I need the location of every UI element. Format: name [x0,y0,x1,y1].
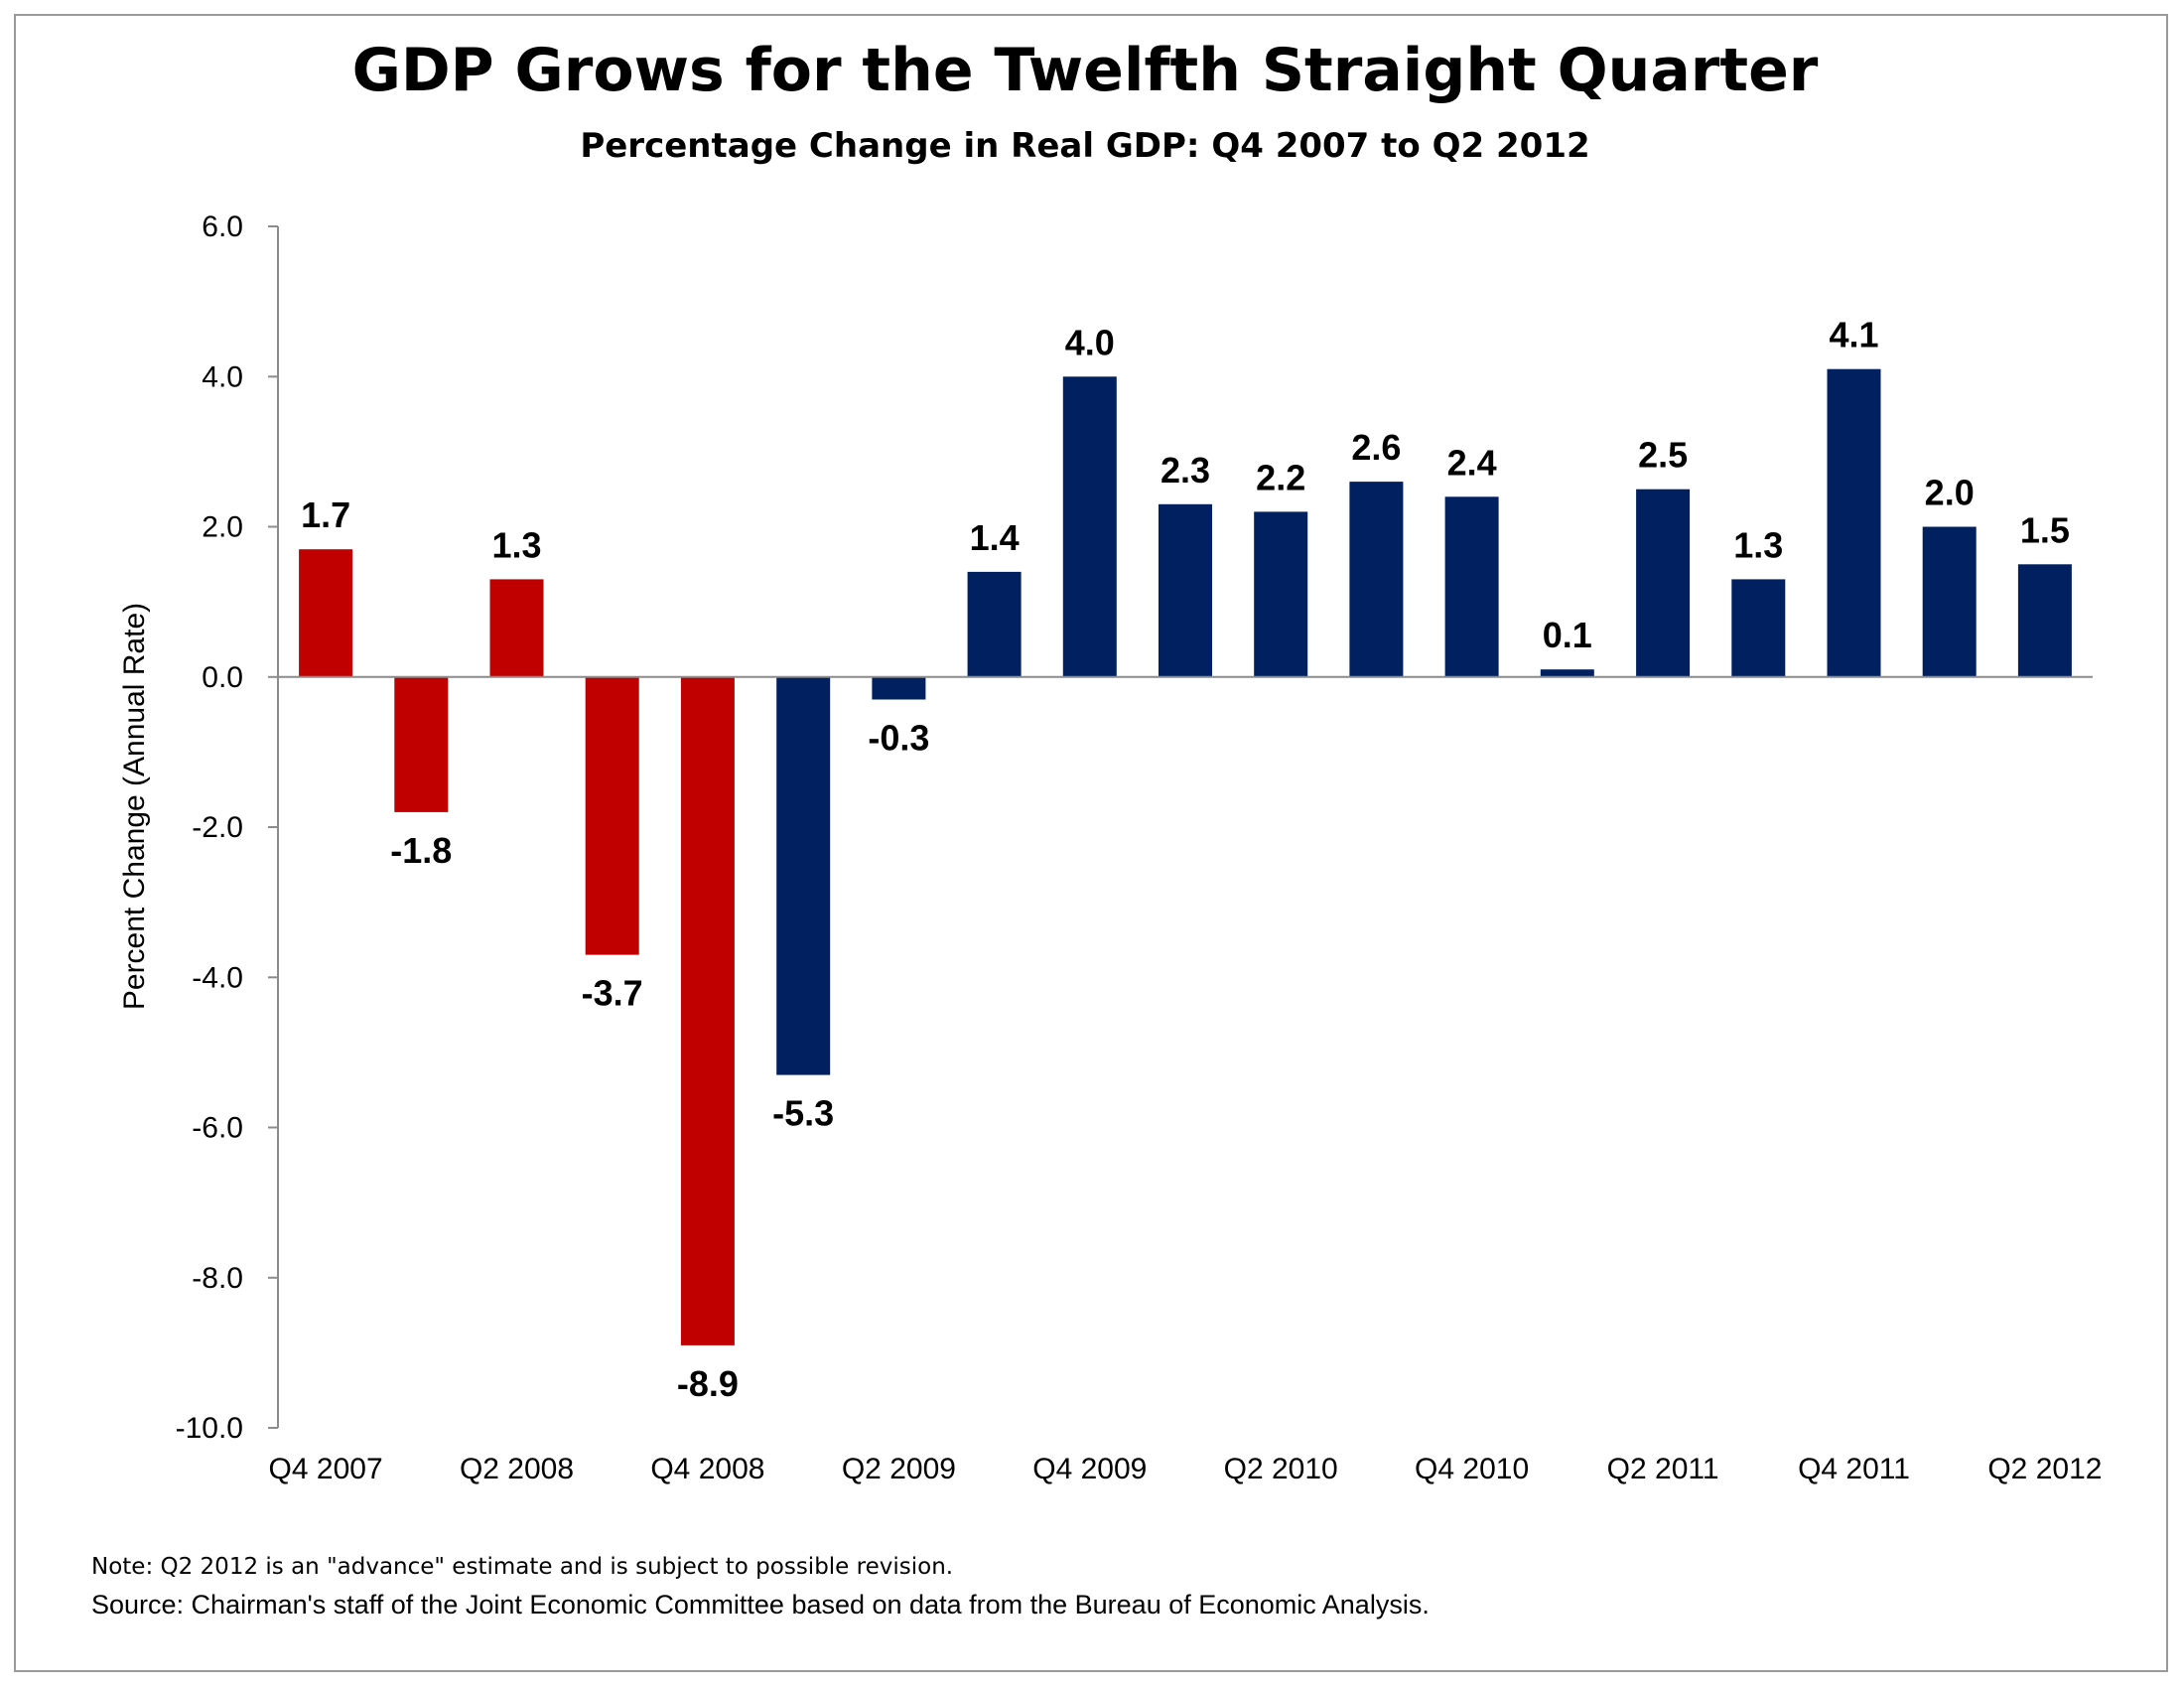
x-tick-label: Q2 2011 [1607,1453,1719,1485]
data-label: -3.7 [582,973,643,1014]
x-tick-label: Q4 2010 [1415,1453,1529,1485]
x-tick-label: Q4 2011 [1798,1453,1910,1485]
y-tick-label: 4.0 [202,360,243,393]
data-label: 2.2 [1256,457,1305,497]
data-label: 1.4 [970,517,1020,558]
data-label: 1.3 [491,524,541,565]
bar-q1-2009 [776,676,831,1075]
y-tick-label: -2.0 [192,811,243,844]
data-label: 4.0 [1065,322,1115,362]
x-tick-label: Q4 2007 [269,1453,383,1485]
data-label: -5.3 [772,1093,834,1134]
x-tick-label: Q4 2009 [1032,1453,1147,1485]
bars-layer [299,368,2072,1345]
y-tick-label: 0.0 [202,661,243,694]
bar-q2-2008 [489,579,544,677]
bar-q4-2009 [1062,376,1117,677]
data-label: 2.6 [1351,427,1401,468]
x-tick-label: Q2 2008 [460,1453,574,1485]
chart-frame [14,14,2168,1672]
bar-q2-2011 [1636,489,1691,677]
y-tick-label: -4.0 [192,961,243,994]
data-label: 1.5 [2020,509,2070,550]
y-tick-label: -8.0 [192,1262,243,1295]
chart-subtitle: Percentage Change in Real GDP: Q4 2007 t… [580,126,1589,166]
bar-q3-2010 [1349,482,1404,677]
data-label: -0.3 [868,717,929,758]
bar-q1-2011 [1540,669,1594,677]
y-tick-label: -6.0 [192,1112,243,1145]
bar-q4-2007 [299,549,353,677]
x-labels-layer: Q4 2007 Q2 2008 Q4 2008 Q2 2009 Q4 2009 Q2 20… [269,1453,2103,1485]
chart-title: GDP Grows for the Twelfth Straight Quart… [352,36,1819,105]
y-axis-title: Percent Change (Annual Rate) [118,603,151,1010]
x-tick-label: Q2 2009 [842,1453,956,1485]
bar-q2-2012 [2017,564,2072,677]
bar-q1-2010 [1159,503,1212,677]
x-tick-label: Q4 2008 [650,1453,764,1485]
bar-q1-2012 [1922,526,1977,677]
bar-q4-2010 [1444,496,1499,677]
data-label: 2.3 [1160,450,1210,491]
bar-q4-2011 [1827,368,1881,677]
data-label: 2.0 [1925,473,1975,513]
data-label: 0.1 [1543,615,1592,655]
source-note: Source: Chairman's staff of the Joint Ec… [91,1590,1430,1619]
data-label: 2.5 [1638,435,1688,476]
data-label: -8.9 [677,1363,739,1404]
data-label: 1.3 [1733,524,1783,565]
data-label: -1.8 [390,830,452,871]
bar-q2-2009 [872,676,926,700]
data-label: 1.7 [301,494,350,535]
footnote: Note: Q2 2012 is an "advance" estimate a… [91,1554,953,1580]
bar-q2-2010 [1254,511,1308,677]
y-tick-label: 2.0 [202,511,243,544]
bar-q4-2008 [680,676,735,1345]
data-labels-layer: 1.7 -1.8 1.3 -3.7 -8.9 -5.3 -0.3 1.4 4.0 2.3 2.2 2.… [301,315,2070,1404]
x-tick-label: Q2 2012 [1987,1453,2102,1485]
bar-q3-2009 [967,571,1022,677]
y-ticks-layer: 6.0 4.0 2.0 0.0 -2.0 -4.0 -6.0 -8.0 -10.0 [176,211,278,1445]
y-tick-label: -10.0 [176,1412,243,1445]
bar-q3-2008 [585,676,639,955]
axes-layer [277,226,2093,1428]
y-tick-label: 6.0 [202,211,243,243]
x-tick-label: Q2 2010 [1224,1453,1338,1485]
bar-q1-2008 [394,676,449,812]
data-label: 2.4 [1447,442,1497,483]
bar-q3-2011 [1731,579,1786,677]
data-label: 4.1 [1829,315,1878,355]
